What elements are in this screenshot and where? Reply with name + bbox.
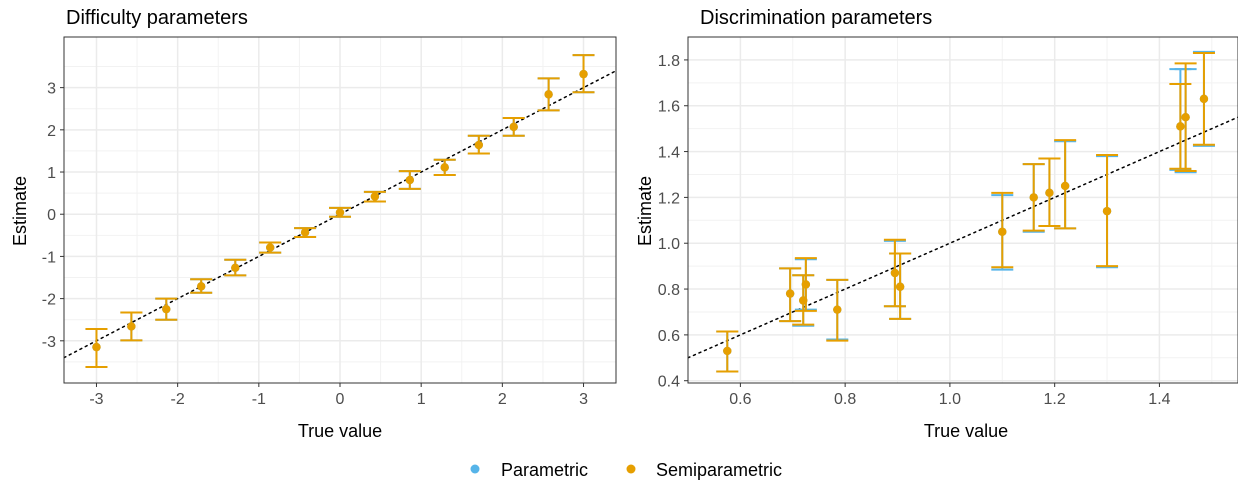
x-tick-label: -2 (171, 391, 185, 408)
data-point (801, 280, 811, 289)
panel-title: Discrimination parameters (700, 7, 932, 29)
y-tick-label: -2 (42, 292, 56, 309)
data-point (440, 163, 449, 172)
legend-label-parametric: Parametric (501, 460, 588, 480)
x-tick-label: 2 (498, 391, 507, 408)
reference-line (688, 116, 1238, 359)
x-tick-label: 1.2 (1044, 391, 1066, 408)
data-point (1060, 181, 1070, 191)
data-point (1176, 122, 1185, 131)
y-tick-label: 3 (47, 81, 56, 98)
x-tick-labels: 0.6 0.8 1.0 1.2 1.4 (729, 383, 1171, 408)
x-tick-labels: -3 -2 -1 0 1 2 3 (89, 383, 588, 408)
x-tick-label: -3 (89, 391, 103, 408)
y-tick-label: 1.4 (658, 145, 680, 162)
discrimination-panel: Discrimination parameters True value Est… (635, 7, 1238, 441)
data-point (127, 322, 136, 331)
y-tick-label: 1.0 (658, 236, 680, 253)
data-point (723, 346, 732, 356)
x-axis-title: True value (298, 421, 382, 441)
y-tick-label: 1.8 (658, 53, 680, 70)
legend-marker-semiparametric (626, 464, 636, 474)
data-point (890, 268, 900, 278)
data-point (1045, 188, 1054, 198)
data-point (405, 175, 415, 185)
data-point (579, 69, 588, 79)
panel-title: Difficulty parameters (66, 7, 248, 29)
y-tick-label: -1 (42, 249, 56, 266)
x-tick-label: 1.4 (1148, 391, 1170, 408)
x-tick-label: 1.0 (939, 391, 961, 408)
legend: Parametric Semiparametric (470, 460, 782, 480)
data-point (92, 342, 101, 352)
legend-label-semiparametric: Semiparametric (656, 460, 782, 480)
data-marks (716, 50, 1215, 373)
data-point (474, 140, 484, 150)
panel-border (687, 36, 1238, 384)
x-tick-label: 0 (336, 391, 345, 408)
x-axis-title: True value (924, 421, 1008, 441)
data-point (895, 282, 905, 291)
data-point (833, 305, 842, 314)
y-tick-label: 1 (47, 165, 56, 182)
x-tick-label: 3 (579, 391, 588, 408)
x-tick-label: 1 (417, 391, 426, 408)
x-tick-label: 0.6 (729, 391, 751, 408)
data-point (335, 208, 345, 217)
data-point (1199, 94, 1209, 104)
y-tick-label: 1.2 (658, 190, 680, 207)
legend-marker-parametric (470, 464, 480, 474)
y-tick-label: 0 (47, 207, 56, 224)
y-tick-label: 0.4 (658, 374, 680, 391)
data-point (196, 282, 206, 291)
data-point (998, 227, 1007, 236)
panel-border (63, 36, 617, 384)
data-point (265, 243, 275, 252)
y-tick-label: 0.6 (658, 328, 680, 345)
y-tick-label: 0.8 (658, 282, 680, 299)
y-axis-title: Estimate (10, 176, 30, 246)
difficulty-panel: Difficulty parameters True value Estimat… (10, 7, 617, 441)
y-tick-label: -3 (42, 334, 56, 351)
data-point (370, 192, 380, 201)
data-point (231, 263, 240, 273)
data-point (162, 304, 171, 314)
data-point (785, 289, 795, 298)
data-point (509, 122, 518, 132)
y-axis-title: Estimate (635, 176, 655, 246)
data-point (300, 228, 310, 237)
y-tick-labels: 0.4 0.6 0.8 1.0 1.2 1.4 1.6 1.8 (658, 53, 688, 391)
data-marks (85, 54, 595, 368)
x-tick-label: 0.8 (834, 391, 856, 408)
y-tick-label: 2 (47, 123, 56, 140)
data-point (1102, 206, 1112, 216)
data-point (1029, 193, 1038, 202)
y-tick-labels: -3 -2 -1 0 1 2 3 (42, 81, 64, 351)
x-tick-label: -1 (252, 391, 266, 408)
data-point (544, 90, 553, 99)
y-tick-label: 1.6 (658, 99, 680, 116)
data-point (1181, 112, 1190, 122)
identity-line (688, 116, 1238, 359)
